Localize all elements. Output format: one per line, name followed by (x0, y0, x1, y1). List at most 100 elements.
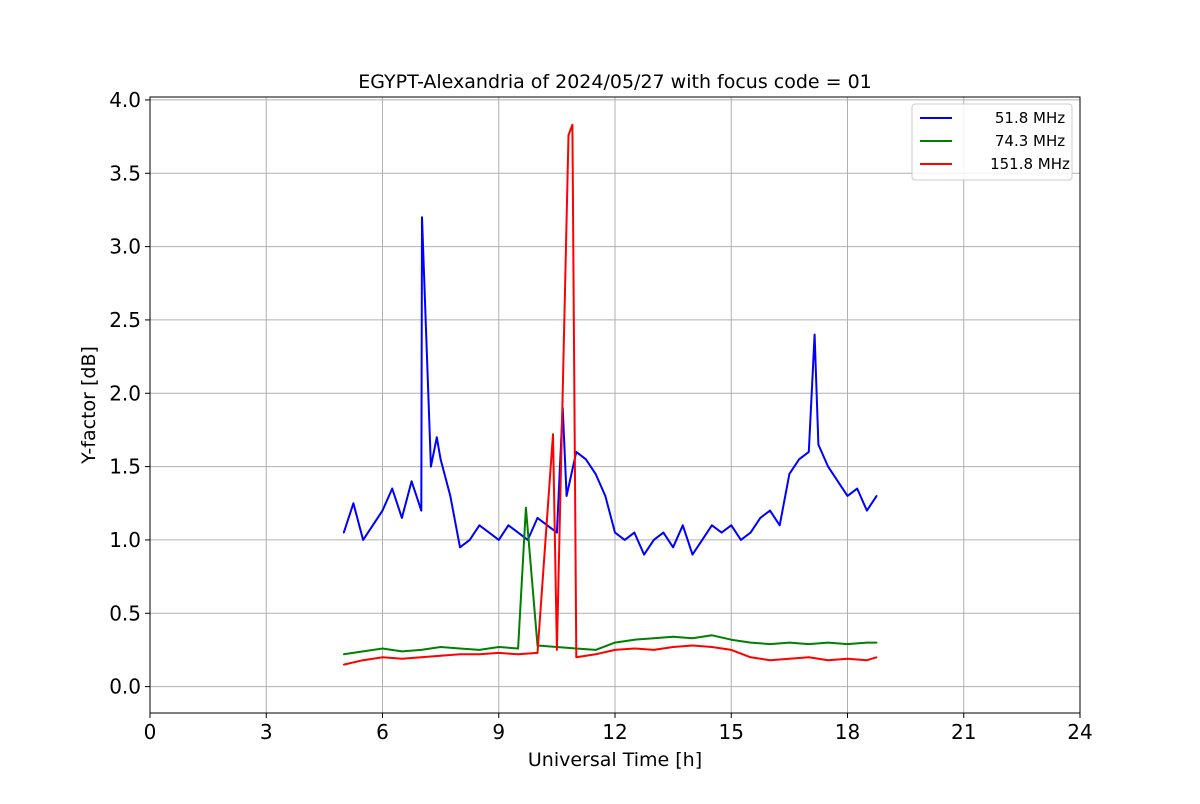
data-point (769, 643, 771, 645)
y-axis: 0.0 0.5 1.0 1.5 2.0 2.5 3.0 3.5 4.0 (109, 88, 150, 699)
y-tick-label: 4.0 (109, 88, 141, 112)
x-axis: 0 3 6 9 12 15 18 21 24 (144, 713, 1093, 744)
data-point (633, 531, 636, 534)
data-point (807, 656, 810, 659)
data-point (401, 517, 403, 519)
data-point (720, 531, 723, 534)
data-point (571, 124, 574, 126)
data-point (552, 433, 554, 436)
data-point (614, 649, 616, 651)
data-point (866, 509, 868, 512)
data-point (420, 656, 423, 659)
data-point (633, 638, 636, 641)
data-point (711, 646, 713, 648)
data-point (594, 649, 597, 651)
data-point (730, 649, 733, 651)
data-point (459, 647, 461, 650)
data-point (827, 641, 829, 644)
data-point (585, 458, 587, 461)
data-point (827, 465, 829, 468)
legend: 51.8 MHz 74.3 MHz 151.8 MHz (911, 103, 1073, 181)
data-point (633, 647, 636, 650)
data-point (517, 647, 519, 650)
series-line-1 (342, 216, 878, 556)
data-point (439, 654, 442, 657)
x-tick-label: 6 (376, 720, 389, 744)
data-point (565, 495, 568, 497)
data-point (875, 656, 878, 659)
data-point (420, 649, 423, 651)
series-layer (342, 123, 878, 666)
y-tick-label: 0.0 (109, 675, 141, 699)
y-tick-label: 1.0 (109, 528, 141, 552)
data-point (875, 641, 878, 644)
data-point (807, 643, 810, 645)
data-point (525, 506, 527, 509)
data-point (517, 653, 519, 656)
legend-label: 74.3 MHz (995, 132, 1065, 150)
data-point (401, 650, 403, 653)
data-point (435, 436, 438, 439)
data-point (391, 487, 394, 490)
y-tick-label: 0.5 (109, 601, 141, 625)
data-point (410, 480, 413, 483)
data-point (807, 451, 810, 453)
data-point (381, 656, 384, 659)
data-point (623, 539, 626, 541)
x-tick-label: 18 (835, 720, 860, 744)
data-point (740, 539, 742, 541)
data-point (691, 644, 694, 647)
data-point (381, 509, 384, 512)
data-point (701, 539, 704, 541)
data-point (875, 495, 878, 497)
data-point (536, 652, 539, 654)
data-point (778, 524, 781, 527)
data-point (478, 649, 481, 651)
data-point (681, 524, 684, 527)
data-point (430, 465, 432, 468)
data-point (749, 531, 752, 534)
data-point (652, 649, 655, 651)
data-point (342, 531, 345, 534)
data-point (672, 546, 674, 549)
data-point (478, 524, 481, 527)
y-tick-label: 2.5 (109, 308, 141, 332)
x-tick-label: 3 (260, 720, 273, 744)
data-point (478, 653, 481, 656)
data-point (604, 495, 607, 497)
y-tick-label: 3.0 (109, 235, 141, 259)
data-point (846, 643, 849, 645)
data-point (749, 641, 752, 644)
data-point (846, 495, 849, 497)
data-point (536, 517, 539, 519)
data-point (749, 656, 752, 659)
data-point (362, 659, 364, 662)
data-point (691, 553, 694, 556)
data-point (468, 539, 471, 541)
data-point (352, 502, 355, 505)
data-point (691, 637, 694, 640)
data-point (759, 517, 762, 519)
data-point (614, 531, 616, 534)
y-tick-label: 3.5 (109, 161, 141, 185)
data-point (798, 458, 800, 461)
legend-label: 51.8 MHz (995, 109, 1065, 127)
data-point (449, 495, 452, 497)
data-point (827, 659, 829, 662)
data-point (362, 650, 364, 653)
data-point (594, 473, 597, 475)
data-point (711, 524, 713, 527)
data-point (556, 531, 558, 534)
x-tick-label: 24 (1067, 720, 1092, 744)
data-point (556, 649, 558, 651)
x-tick-label: 15 (719, 720, 744, 744)
data-point (459, 653, 461, 656)
data-point (362, 539, 364, 541)
data-point (421, 216, 423, 219)
data-point (342, 653, 345, 656)
data-point (672, 646, 674, 648)
data-point (439, 458, 442, 461)
y-tick-label: 2.0 (109, 381, 141, 405)
data-point (614, 641, 616, 644)
series-line-2 (343, 506, 877, 656)
